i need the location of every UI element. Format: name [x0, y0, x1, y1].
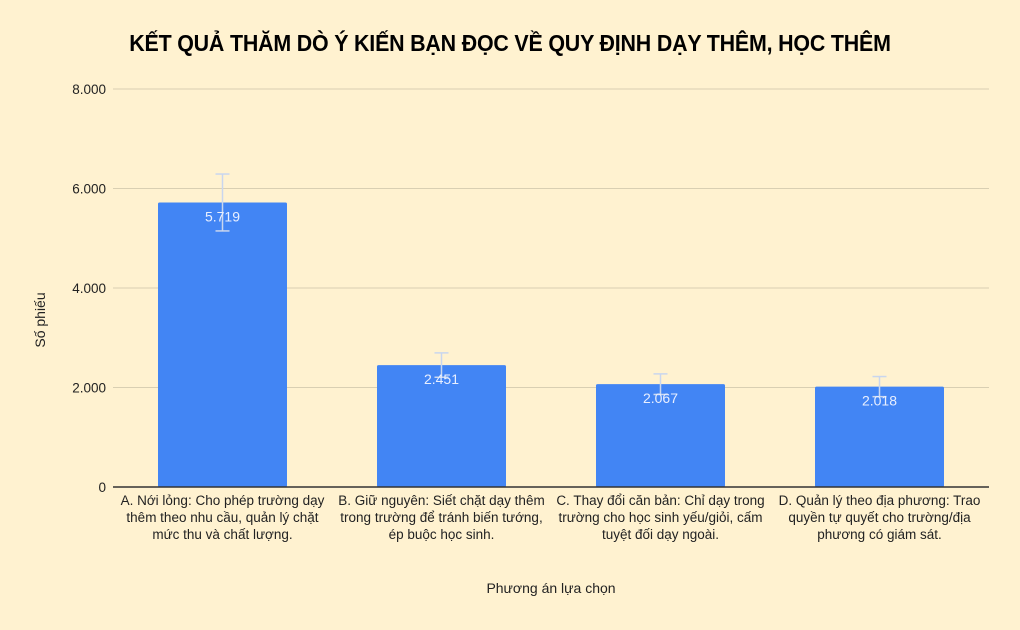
bar	[815, 386, 944, 487]
x-axis-label: Phương án lựa chọn	[486, 580, 616, 596]
value-label: 2.018	[862, 393, 897, 409]
bar	[377, 365, 506, 487]
y-tick-label: 8.000	[72, 82, 106, 97]
bar	[158, 202, 287, 488]
y-tick-label: 2.000	[72, 381, 106, 396]
value-label: 2.451	[424, 371, 459, 387]
y-tick-label: 0	[98, 480, 106, 495]
x-category-label: D. Quản lý theo địa phương: Trao quyền t…	[778, 493, 981, 542]
x-category-label: B. Giữ nguyên: Siết chặt dạy thêm trong …	[338, 493, 545, 542]
bar	[596, 384, 725, 487]
value-label: 2.067	[643, 390, 678, 406]
y-tick-label: 4.000	[72, 281, 106, 296]
value-label: 5.719	[205, 208, 240, 224]
chart-title: KẾT QUẢ THĂM DÒ Ý KIẾN BẠN ĐỌC VỀ QUY ĐỊ…	[129, 30, 891, 56]
x-category-label: C. Thay đổi căn bản: Chỉ dạy trong trườn…	[556, 493, 765, 542]
y-tick-label: 6.000	[72, 182, 106, 197]
x-category-label: A. Nới lỏng: Cho phép trường dạy thêm th…	[120, 493, 325, 542]
